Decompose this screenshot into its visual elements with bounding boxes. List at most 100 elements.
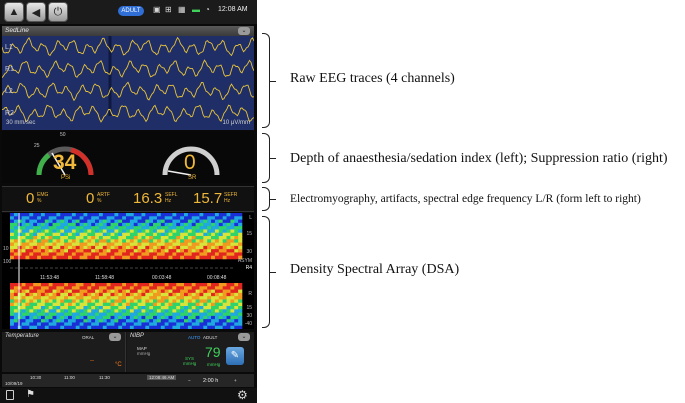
index-panel: 25 50 34 PSi 0 SR <box>2 131 254 183</box>
asym-side: R4 <box>245 265 252 271</box>
nibp-value: 79 <box>205 344 221 360</box>
trash-icon[interactable] <box>6 390 14 400</box>
dsa-bracket <box>262 216 276 328</box>
cuff-icon: ✎ <box>230 350 240 361</box>
annotation-indices: Depth of anaesthesia/sedation index (lef… <box>290 151 668 166</box>
dsa-right-band <box>10 283 243 329</box>
indices-bracket <box>262 133 276 183</box>
nibp-map-label: MAP <box>137 346 147 351</box>
power-icon[interactable]: ⏻ <box>48 2 68 22</box>
sefl-value: 16.3 <box>133 190 163 207</box>
nibp-value-unit: mmHg <box>207 362 221 367</box>
nibp-sys: SYS <box>185 356 195 361</box>
nibp-patient: ADULT <box>203 335 218 340</box>
zoom-in-button[interactable]: + <box>234 378 237 383</box>
chevron-down-icon[interactable]: ⌄ <box>109 333 121 341</box>
patient-monitor-screen: ▲ ◀ ⏻ ADULT ▣ ⊞ ▦ ▬ ◔ 12:08 AM SedLine ⌄… <box>0 0 257 403</box>
timeline-span[interactable]: 2:00 h <box>203 378 219 384</box>
dsa-left-axis-10: 10 <box>3 246 9 252</box>
sweep-speed: 30 mm/sec <box>6 120 36 126</box>
nibp-map-unit: mmHg <box>137 351 151 356</box>
dsa-top-axis-15: 15 <box>246 231 252 237</box>
temperature-unit: °C <box>115 362 122 368</box>
sefr-value: 15.7 <box>193 190 223 207</box>
nibp-start-button[interactable]: ✎ <box>226 347 244 365</box>
eeg-waveform-panel: L1 R1 L2 R2 30 mm/sec 10 μV/mm <box>2 36 254 130</box>
timeline-time-3: 11:30 <box>99 375 110 380</box>
psi-value: 34 <box>53 151 77 174</box>
bell-icon[interactable]: ▲ <box>4 2 24 22</box>
monitor-icon: ▣ <box>153 5 161 14</box>
dsa-left-axis-100: 100 <box>3 259 12 265</box>
sr-label: SR <box>188 175 197 181</box>
sefr-label: SEFR Hz <box>224 192 238 204</box>
psi-tick-50: 50 <box>60 132 66 138</box>
psi-gauge-red <box>70 147 94 176</box>
bottom-tiles: Temperature ORAL ⌄ -- °C NIBP AUTO ADULT… <box>2 332 254 372</box>
gear-icon[interactable]: ⚙ <box>237 388 248 402</box>
system-status-bar: ▲ ◀ ⏻ ADULT ▣ ⊞ ▦ ▬ ◔ 12:08 AM <box>0 0 257 24</box>
timeline-time-1: 10:30 <box>30 375 42 380</box>
eeg-traces <box>2 36 254 123</box>
eeg-bracket <box>262 33 276 128</box>
patient-mode-badge[interactable]: ADULT <box>118 6 144 16</box>
eeg-trace-l2 <box>2 81 254 102</box>
annotation-eeg: Raw EEG traces (4 channels) <box>290 71 455 86</box>
grid-icon: ▦ <box>178 5 186 14</box>
battery-icon: ▬ <box>192 5 200 14</box>
channel-label-l1: L1 <box>5 44 13 51</box>
network-icon: ⊞ <box>165 5 172 14</box>
params-bracket <box>262 187 276 211</box>
dsa-panel: L 15 30 10 100 ASYM R4 11:53:48 11:58:48… <box>2 213 254 329</box>
channel-label-r1: R1 <box>5 66 14 73</box>
eeg-trace-r2 <box>2 104 254 123</box>
timeline-date: 10/09/19 <box>5 381 23 386</box>
chevron-down-icon[interactable]: ⌄ <box>238 27 250 35</box>
device-toolbar: ⚑ ⚙ <box>0 388 257 403</box>
speaker-icon[interactable]: ◀ <box>26 2 46 22</box>
sr-gauge-needle <box>167 170 192 176</box>
eeg-scale: 10 μV/mm <box>222 120 250 126</box>
system-clock: 12:08 AM <box>218 6 248 13</box>
dsa-bottom-axis-30: 30 <box>246 313 252 319</box>
chevron-down-icon[interactable]: ⌄ <box>238 333 250 341</box>
eeg-panel-title: SedLine <box>5 27 29 34</box>
dsa-top-axis-30: 30 <box>246 249 252 255</box>
temperature-title: Temperature <box>5 333 39 339</box>
psi-gauge-needle <box>51 152 66 176</box>
flag-icon[interactable]: ⚑ <box>26 389 35 400</box>
nibp-title: NIBP <box>130 333 145 339</box>
dsa-time-2: 11:58:48 <box>95 275 115 281</box>
dsa-top-axis-l: L <box>249 215 252 221</box>
dsa-spectrogram <box>10 213 243 329</box>
eeg-trace-l1 <box>2 36 254 57</box>
dsa-bottom-axis-40: -40 <box>244 321 252 327</box>
parameter-row: 0 EMG% 0 ARTF% 16.3 SEFL Hz 15.7 SEFR Hz <box>2 186 254 212</box>
asym-label: ASYM <box>237 258 252 264</box>
timeline-time-2: 11:00 <box>64 375 75 380</box>
dsa-bottom-axis-15: 15 <box>246 305 252 311</box>
nibp-mode: AUTO <box>188 335 201 340</box>
dsa-time-3: 00:03:48 <box>152 275 172 281</box>
sr-value: 0 <box>184 151 196 174</box>
emg-value: 0 <box>26 190 35 207</box>
index-gauges <box>36 146 220 176</box>
eeg-panel-header[interactable]: SedLine ⌄ <box>2 26 254 36</box>
dsa-left-band <box>10 213 243 260</box>
psi-label: PSi <box>61 175 71 181</box>
nibp-sys-unit: mmHg <box>183 361 197 366</box>
dsa-time-1: 11:53:48 <box>40 275 60 281</box>
wifi-icon: ◔ <box>205 5 210 14</box>
timeline-cursor-time[interactable]: 12:08:46 AM <box>147 375 177 380</box>
dsa-time-4: 00:08:48 <box>207 275 227 281</box>
psi-tick-25: 25 <box>34 143 40 149</box>
zoom-out-button[interactable]: − <box>188 378 191 383</box>
psi-gauge-green <box>36 153 51 176</box>
channel-label-l2: L2 <box>5 88 13 95</box>
annotation-params: Electromyography, artifacts, spectral ed… <box>290 193 641 205</box>
temperature-value: -- <box>90 358 94 364</box>
temperature-tile[interactable]: Temperature ORAL ⌄ -- °C <box>2 332 126 372</box>
eeg-trace-r1 <box>2 59 254 79</box>
dsa-bottom-axis-r: R <box>248 291 252 297</box>
temperature-site: ORAL <box>82 335 95 340</box>
